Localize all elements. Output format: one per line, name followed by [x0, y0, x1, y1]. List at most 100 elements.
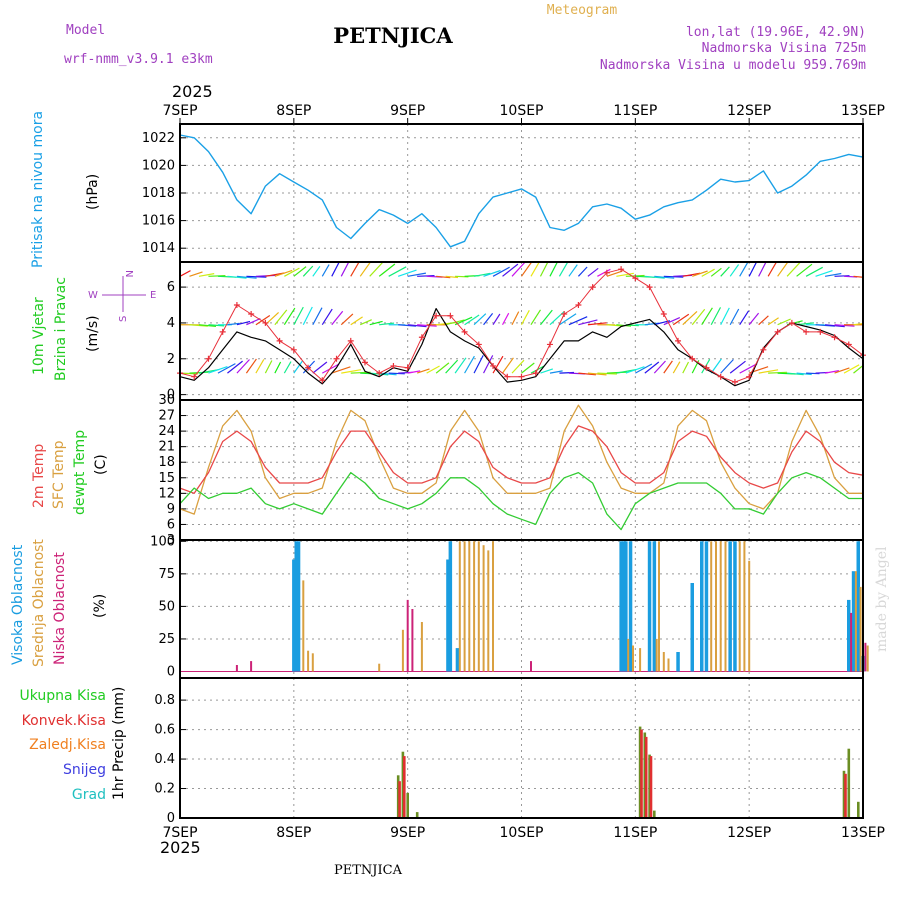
wind-gust-marker [561, 310, 568, 317]
wind-title: 10m Vjetar Brzina i Pravac (m/s) W E N S [31, 270, 156, 381]
wind-vector-arrow [644, 361, 660, 374]
precip-bar [648, 754, 651, 818]
wind-vector-arrow [616, 272, 634, 277]
model-altitude-label: Nadmorska Visina u modelu 959.769m [600, 58, 866, 73]
wind-vector-arrow [520, 310, 530, 326]
wind-gust-marker [788, 319, 795, 326]
wind-gust-marker [575, 302, 582, 309]
precip-bar [406, 792, 409, 818]
meteogram-label: Meteogram [547, 3, 618, 18]
wind-vector-arrow [198, 324, 217, 327]
wind-vector-arrow [464, 355, 475, 374]
altitude-label: Nadmorska Visina 725m [702, 41, 867, 56]
wind-gust-marker [248, 310, 255, 317]
wind-vector-arrow [445, 275, 459, 279]
wind-vector-arrow [558, 262, 569, 277]
wind-vector-arrow [729, 264, 740, 277]
wind-vector-arrow [805, 266, 823, 277]
model-label: Model [66, 23, 105, 38]
cloud-bar [864, 642, 867, 672]
cloud-ytick-label: 100 [150, 534, 175, 549]
cloud-bar [738, 541, 741, 672]
pressure-ytick-label: 1014 [142, 241, 175, 256]
wind-vector-arrow [473, 272, 491, 277]
wind-gust-marker [646, 284, 653, 291]
wind-vector-arrow [359, 262, 372, 277]
wind-gust-marker [433, 312, 440, 319]
cloud-bar [724, 541, 727, 672]
wind-gust-marker [475, 341, 482, 348]
wind-vector-arrow [815, 270, 833, 277]
cloud-panel: 0 25 50 75 100 [150, 534, 869, 679]
bottom-date-label: 7SEP [162, 825, 197, 841]
wind-vector-arrow [464, 314, 480, 326]
wind-vector-arrow [340, 313, 354, 326]
wind-vector-arrow [426, 365, 440, 374]
wind-vector-arrow [720, 266, 730, 277]
cloud-ytick-label: 50 [158, 599, 175, 614]
bottom-date-label: 13SEP [841, 825, 885, 841]
wind-vector-arrow [862, 372, 863, 374]
precip-unit: 1hr Precip (mm) [111, 687, 127, 800]
wind-vector-arrow [682, 272, 701, 277]
wind-gust-marker [703, 364, 710, 371]
dewpt-title: dewpt Temp [72, 430, 88, 515]
compass-west: W [88, 290, 98, 301]
wind-vector-arrow [843, 364, 860, 374]
wind-ytick-label: 6 [167, 280, 175, 295]
wind-vector-arrow [492, 313, 501, 326]
wind-gust-marker [546, 341, 553, 348]
credit-label: made by Angel [874, 546, 890, 652]
precip-bar [396, 775, 400, 818]
compass-south: S [118, 316, 129, 322]
wind-gust-marker [262, 319, 269, 326]
wind-vector-arrow [350, 316, 363, 326]
temperature-ytick-label: 18 [158, 455, 175, 470]
wind-vector-arrow [180, 270, 191, 277]
wind-vector-arrow [454, 357, 467, 374]
wind-gust-marker [760, 346, 767, 353]
compass-north: N [123, 270, 134, 277]
wind-gust-marker [319, 377, 326, 384]
wind-vector-arrow [501, 312, 510, 326]
bottom-date-axis: 7SEP 8SEP 9SEP 10SEP 11SEP 12SEP 13SEP [162, 825, 885, 841]
wind-vector-arrow [521, 362, 535, 374]
wind-vector-arrow [654, 275, 675, 279]
pressure-ytick-label: 1022 [142, 131, 175, 146]
wind-gust-marker [447, 312, 454, 319]
temperature-title: 2m Temp SFC Temp dewpt Temp (C) [31, 430, 109, 515]
wind-vector-arrow [369, 262, 384, 277]
wind-vector-arrow [417, 324, 437, 327]
precip-ytick-label: 0.8 [154, 693, 175, 708]
wind-vector-arrow [587, 372, 607, 376]
cloud-bar [690, 583, 694, 672]
cloud-bar [492, 541, 494, 672]
wind-gust-marker [618, 266, 625, 273]
wind-vector-arrow [483, 355, 494, 374]
pressure-unit: (hPa) [85, 174, 101, 210]
wind-gust-marker [518, 373, 525, 380]
cloud-bar [667, 658, 670, 672]
cloud-plot-area [180, 540, 863, 678]
wind-vector-arrow [445, 319, 465, 326]
cloud-bar [235, 665, 238, 672]
cloud-bar [294, 541, 298, 672]
wind-title-line-2: Brzina i Pravac [53, 277, 69, 381]
wind-vector-arrow [701, 359, 711, 374]
wind-gust-marker [603, 269, 610, 276]
wind-gust-marker [831, 334, 838, 341]
cloud-bar [728, 541, 732, 672]
dewpt-line [179, 471, 863, 531]
wind-gust-marker [774, 328, 781, 335]
cloud-bar [455, 648, 460, 672]
cloud-bar [733, 541, 737, 672]
wind-vector-arrow [729, 308, 740, 326]
wind-panel: 0 2 4 6 [167, 261, 866, 403]
precip-ytick-label: 0.6 [154, 723, 175, 738]
wind-vector-arrow [198, 273, 215, 277]
wind-vector-arrow [189, 271, 203, 277]
wind-vector-arrow [445, 359, 459, 374]
wind-vector-arrow [255, 359, 265, 374]
wind-vector-arrow [236, 320, 251, 326]
cloud-bar [619, 541, 623, 672]
